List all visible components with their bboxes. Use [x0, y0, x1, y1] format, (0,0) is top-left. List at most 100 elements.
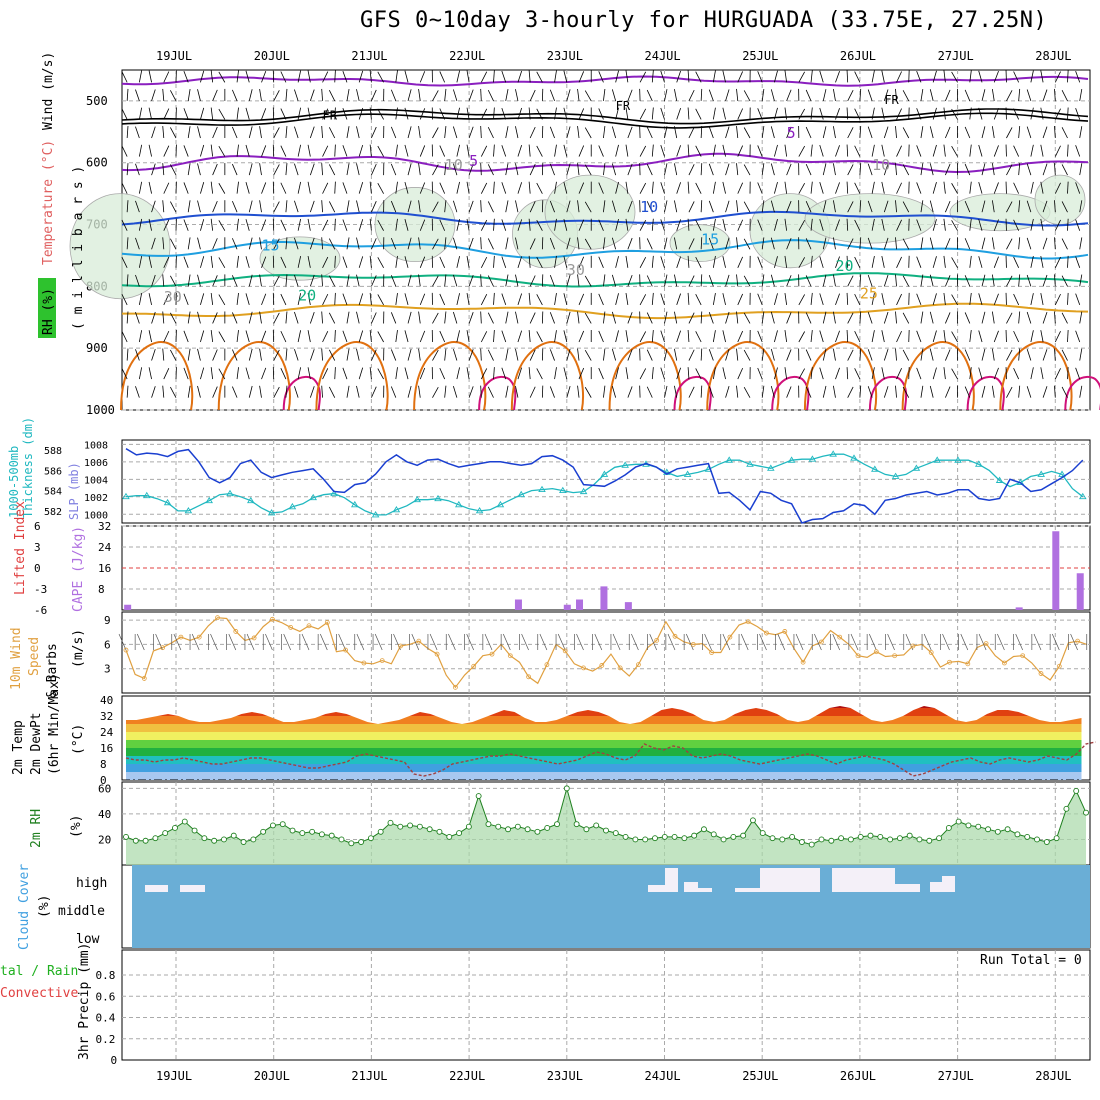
wind-barb	[528, 144, 531, 157]
thickness-marker	[413, 495, 421, 503]
wind-barb	[736, 311, 739, 324]
wind-barb	[358, 182, 364, 194]
wind-barb	[687, 181, 690, 194]
millibars-label-group: ( m i l l i b a r s )	[71, 166, 86, 330]
ylabel-cape: CAPE (J/kg)	[71, 526, 86, 612]
rh-label-group: 2m RH	[29, 809, 44, 848]
date-label-top: 21JUL	[351, 49, 387, 63]
wind-barb	[549, 237, 555, 250]
thickness-marker	[496, 500, 505, 508]
wind-barb	[529, 349, 536, 361]
wind-speed-marker	[123, 647, 129, 653]
wind-barb	[261, 330, 267, 343]
rh-marker	[955, 818, 962, 825]
wind-barb	[1067, 70, 1069, 83]
rh-marker	[191, 827, 198, 834]
wind-barb	[786, 200, 792, 213]
wind-barb	[646, 275, 653, 287]
wind-speed-marker	[636, 662, 641, 668]
wind-barb	[871, 367, 875, 380]
surface-wind-barb	[411, 633, 420, 651]
wind-barb	[902, 201, 910, 213]
wind-barb	[646, 238, 653, 250]
wind-barb	[991, 274, 995, 287]
wind-barb	[969, 292, 972, 305]
wind-barb	[517, 107, 523, 120]
wind-barb	[536, 182, 543, 194]
wind-barb	[407, 237, 412, 250]
slp-tick: 1002	[84, 493, 108, 504]
wind-barb	[183, 219, 189, 231]
wind-barb	[700, 163, 703, 176]
wind-barb	[148, 107, 152, 120]
wind-barb	[916, 71, 922, 83]
wind-barb	[902, 312, 910, 324]
wind-barb	[822, 89, 827, 101]
wind-barb	[1054, 200, 1056, 213]
wind-barb	[212, 126, 218, 139]
wind-barb	[444, 126, 447, 139]
wind-barb	[736, 385, 739, 398]
wind-barb	[584, 127, 592, 139]
wind-barb	[969, 181, 972, 194]
wind-barb	[784, 107, 788, 120]
wind-barb	[138, 70, 143, 83]
wind-barb	[1054, 274, 1056, 287]
wind-barb	[517, 145, 523, 157]
wind-barb	[395, 218, 398, 231]
wind-barb	[1030, 293, 1034, 305]
wind-barb	[639, 368, 647, 380]
contour-label: 10	[640, 198, 658, 216]
wind-barb	[945, 275, 951, 287]
wind-barb	[1054, 108, 1061, 120]
wind-barb	[664, 348, 668, 361]
wind-barb	[847, 164, 854, 176]
contour-30c	[999, 340, 1073, 411]
wind-barb	[916, 367, 922, 380]
wind-barb	[832, 348, 836, 361]
wind-barb	[1075, 182, 1081, 194]
ylabel-total-rain: tal / Rain	[0, 964, 78, 979]
wind-barb	[847, 312, 854, 324]
surface-wind-barb	[228, 633, 237, 651]
wind-barb	[259, 237, 262, 250]
wind-barb	[212, 238, 218, 250]
wind-barb	[126, 311, 129, 324]
wind-barb	[377, 182, 384, 194]
wind-barb	[273, 164, 280, 176]
wind-barb	[832, 274, 836, 287]
wind-barb	[1030, 70, 1034, 83]
wind-speed-marker	[489, 651, 495, 657]
wind-barb	[321, 88, 323, 101]
wind-barb	[294, 274, 299, 287]
wind-barb	[916, 256, 922, 268]
wind-barb	[334, 255, 336, 268]
wind-barb	[407, 348, 412, 361]
wind-barb	[625, 181, 629, 194]
wind-barb	[846, 181, 849, 194]
wind-barb	[881, 255, 885, 268]
wind-barb	[854, 71, 861, 83]
wind-speed-marker	[434, 651, 440, 657]
wind-barb	[920, 126, 924, 139]
wind-barb	[871, 107, 875, 120]
wind-barb	[859, 311, 862, 324]
contour-label: FR	[884, 93, 899, 107]
pressure-tick: 600	[86, 156, 108, 170]
wind-barb	[687, 367, 690, 380]
wind-barb	[456, 367, 460, 380]
wind-barb	[895, 163, 897, 176]
temp-tick: 8	[100, 758, 107, 771]
rh-marker	[475, 793, 482, 799]
wind-barb	[515, 348, 519, 361]
wind-barb	[210, 218, 214, 231]
wind-barb	[493, 181, 495, 194]
wind-barb	[126, 237, 129, 250]
wind-barb	[993, 219, 999, 231]
temp-band	[126, 740, 1082, 748]
wind-barb	[920, 237, 924, 250]
wind-speed-marker	[471, 663, 477, 669]
wind-barb	[881, 144, 885, 157]
wind-barb	[200, 293, 205, 306]
precip-tick: 0	[111, 1054, 118, 1067]
